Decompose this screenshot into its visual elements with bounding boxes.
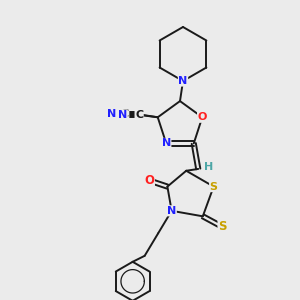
Text: C: C xyxy=(135,110,143,120)
Text: N: N xyxy=(162,138,171,148)
Text: O: O xyxy=(144,174,154,187)
Text: N: N xyxy=(178,76,188,86)
Text: H: H xyxy=(204,162,213,172)
Text: N: N xyxy=(167,206,176,216)
Text: S: S xyxy=(218,220,226,233)
Text: O: O xyxy=(198,112,207,122)
Text: S: S xyxy=(210,182,218,192)
Text: C: C xyxy=(121,109,129,119)
Text: N: N xyxy=(107,109,116,119)
Text: N: N xyxy=(118,110,127,120)
